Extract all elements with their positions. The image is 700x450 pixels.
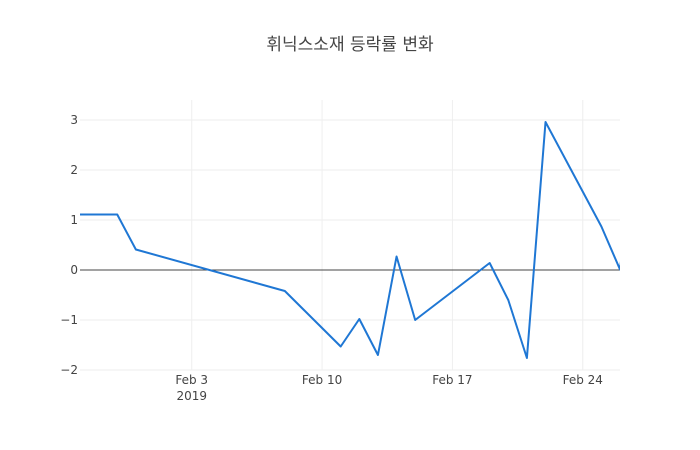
y-tick-label: 3 [70, 113, 78, 127]
y-tick-label: −2 [60, 363, 78, 377]
x-tick-year-label: 2019 [176, 389, 207, 403]
series-lines [80, 121, 620, 359]
x-tick-label: Feb 24 [563, 373, 603, 387]
y-tick-label: 0 [70, 263, 78, 277]
x-tick-label: Feb 17 [432, 373, 472, 387]
x-gridlines [191, 100, 584, 370]
y-axis-ticks: −2 −1 0 1 2 3 [60, 113, 78, 377]
x-tick-label: Feb 3 [175, 373, 208, 387]
y-tick-label: 2 [70, 163, 78, 177]
x-tick-label: Feb 10 [302, 373, 342, 387]
y-tick-label: 1 [70, 213, 78, 227]
chart-title: 휘닉스소재 등락률 변화 [266, 35, 434, 55]
x-axis-ticks: Feb 3 2019 Feb 10 Feb 17 Feb 24 [175, 373, 603, 403]
series-line [80, 121, 620, 359]
y-tick-label: −1 [60, 313, 78, 327]
